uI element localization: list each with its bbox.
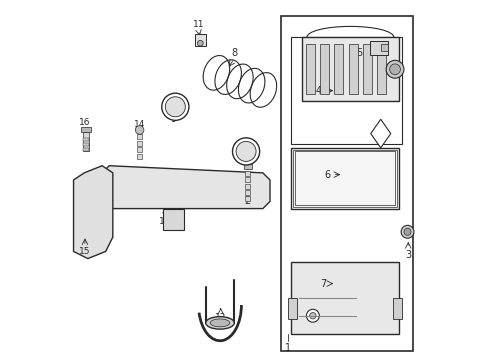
Circle shape	[306, 309, 319, 322]
Bar	[381, 44, 388, 51]
Bar	[138, 134, 142, 139]
Bar	[292, 37, 402, 144]
Text: 8: 8	[231, 48, 237, 58]
Ellipse shape	[206, 317, 234, 329]
Bar	[292, 148, 398, 208]
Bar	[83, 143, 89, 147]
Ellipse shape	[210, 319, 230, 327]
Polygon shape	[371, 119, 391, 148]
Bar	[195, 33, 206, 46]
Bar	[83, 138, 89, 141]
Circle shape	[386, 60, 404, 78]
Polygon shape	[74, 166, 113, 258]
Text: 15: 15	[79, 247, 91, 256]
Bar	[302, 37, 398, 102]
Bar	[293, 150, 397, 207]
Bar	[393, 298, 402, 319]
Bar	[163, 208, 184, 230]
Bar	[334, 44, 343, 94]
Circle shape	[135, 126, 144, 134]
Polygon shape	[102, 166, 270, 208]
Circle shape	[165, 97, 185, 117]
Text: 9: 9	[171, 114, 176, 124]
Bar	[138, 141, 142, 146]
Bar	[281, 16, 413, 351]
Bar	[138, 154, 142, 158]
Bar	[83, 132, 89, 152]
Text: 7: 7	[320, 279, 327, 289]
Bar	[245, 184, 250, 189]
Text: 16: 16	[79, 118, 91, 127]
Circle shape	[310, 312, 316, 319]
Text: 10: 10	[239, 156, 251, 165]
Text: 14: 14	[134, 120, 146, 129]
Text: 5: 5	[356, 48, 363, 58]
Circle shape	[390, 64, 400, 75]
Bar	[138, 147, 142, 152]
Text: 12: 12	[215, 313, 226, 322]
Bar	[292, 262, 398, 334]
Bar	[320, 44, 329, 94]
Bar	[377, 44, 386, 94]
Bar	[295, 152, 395, 205]
Bar	[83, 148, 89, 152]
Circle shape	[162, 93, 189, 120]
Bar	[363, 44, 372, 94]
Text: 3: 3	[405, 250, 411, 260]
Text: 4: 4	[315, 86, 321, 96]
Bar	[245, 197, 250, 202]
Bar	[244, 163, 252, 169]
Bar	[348, 44, 358, 94]
Bar	[81, 127, 91, 132]
Circle shape	[404, 228, 411, 235]
Bar	[245, 171, 250, 176]
Bar	[306, 44, 315, 94]
Text: 2: 2	[245, 197, 251, 206]
Bar	[245, 177, 250, 182]
Text: 11: 11	[193, 20, 204, 29]
Text: 1: 1	[285, 343, 291, 353]
Circle shape	[401, 225, 414, 238]
Bar	[370, 41, 388, 55]
Circle shape	[232, 138, 260, 165]
Circle shape	[197, 40, 203, 46]
Text: 6: 6	[324, 170, 330, 180]
Circle shape	[236, 141, 256, 161]
Text: 13: 13	[159, 217, 171, 226]
Bar	[288, 298, 297, 319]
Bar	[245, 190, 250, 195]
